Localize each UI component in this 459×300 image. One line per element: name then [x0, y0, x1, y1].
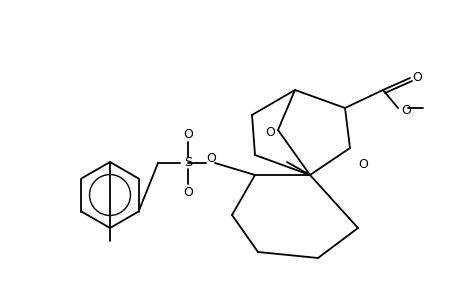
Text: O: O [400, 103, 410, 116]
Text: O: O [206, 152, 215, 166]
Text: S: S [184, 157, 192, 169]
Text: O: O [183, 185, 192, 199]
Text: O: O [183, 128, 192, 140]
Text: O: O [357, 158, 367, 172]
Text: O: O [411, 70, 421, 83]
Text: O: O [264, 125, 274, 139]
